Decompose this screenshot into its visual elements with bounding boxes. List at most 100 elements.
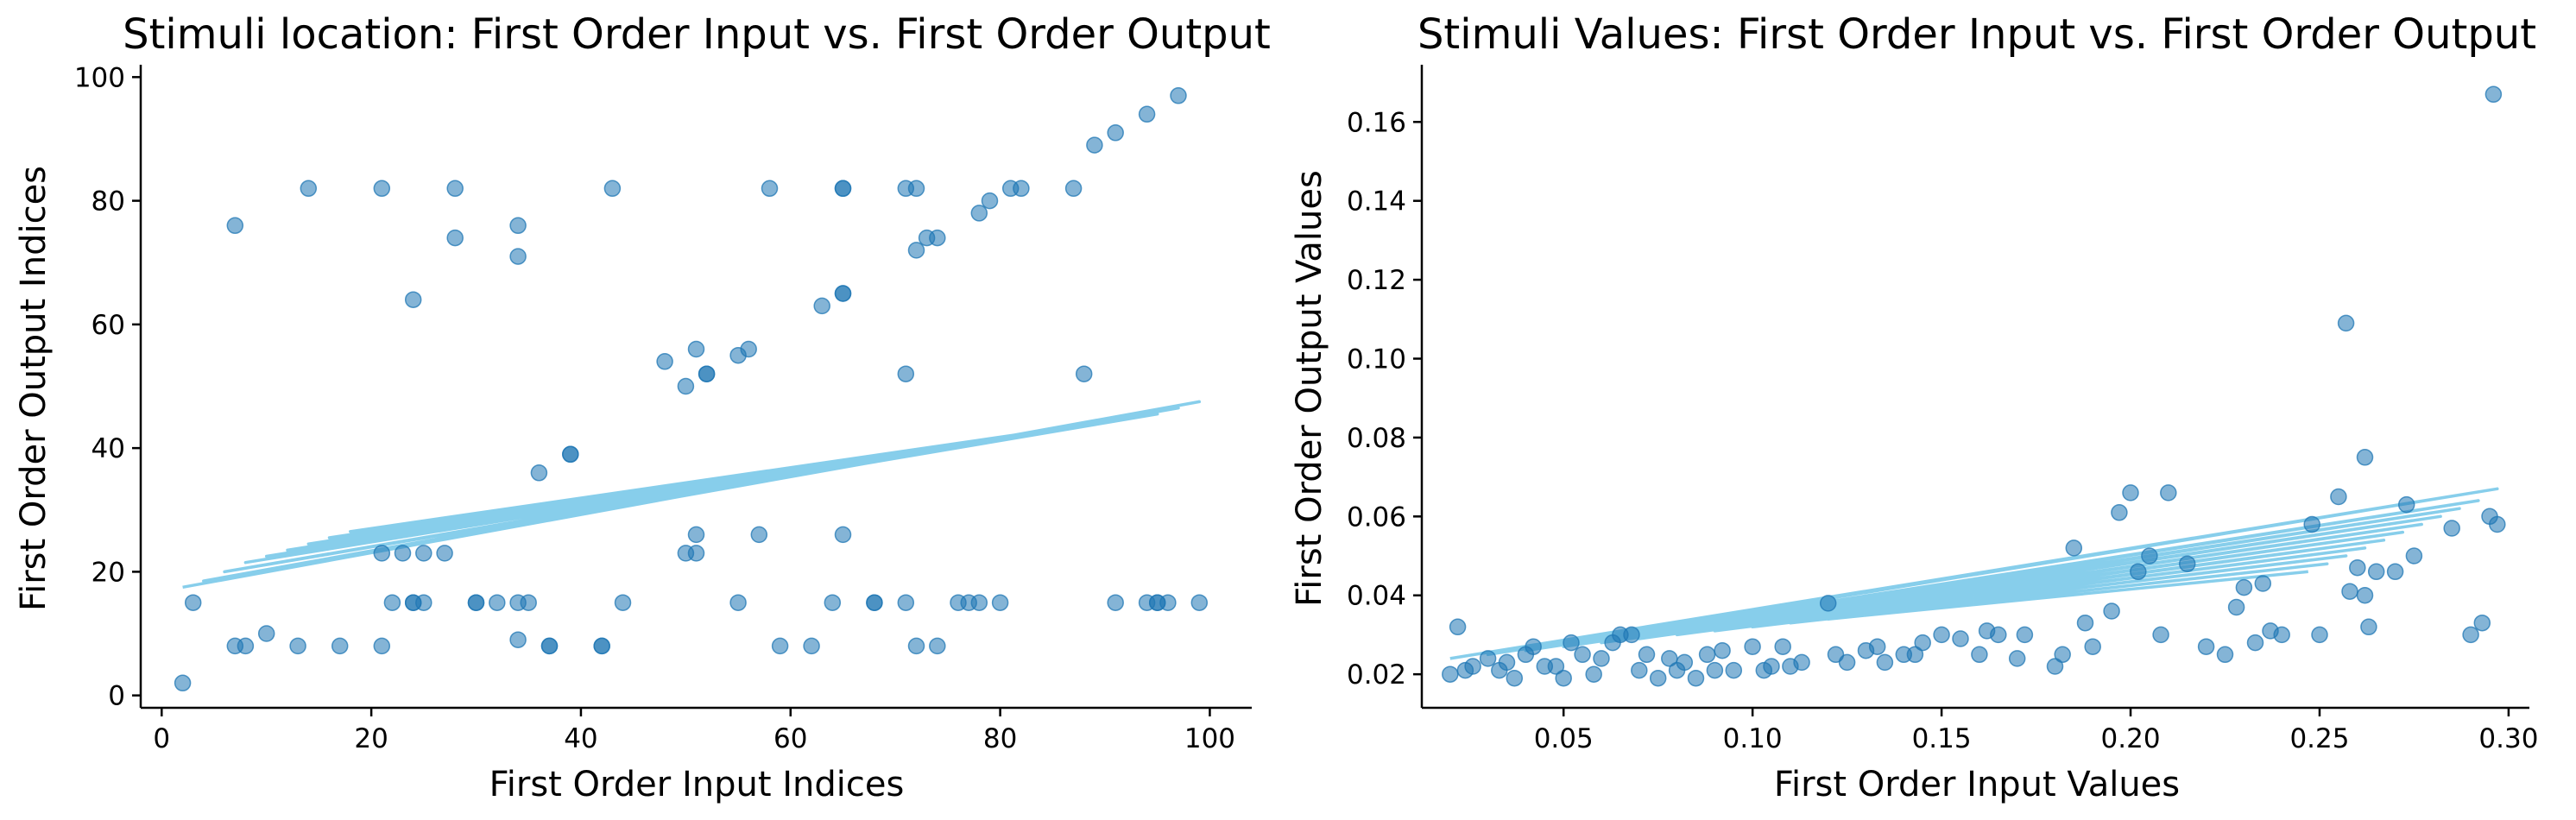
scatter-point	[2349, 558, 2366, 577]
y-tick-label: 40	[92, 433, 125, 464]
scatter-point	[2178, 555, 2196, 572]
scatter-point	[1574, 646, 1591, 664]
scatter-points	[1442, 85, 2506, 687]
x-tick-label: 0.10	[1723, 723, 1783, 754]
scatter-point	[404, 594, 422, 611]
scatter-point	[834, 526, 852, 544]
scatter-point	[1990, 626, 2007, 644]
y-tick-label: 0.02	[1347, 659, 1406, 691]
scatter-point	[750, 526, 768, 544]
scatter-point	[2254, 575, 2272, 592]
scatter-point	[1952, 630, 1969, 647]
scatter-point	[677, 377, 695, 395]
y-tick-label: 0.12	[1347, 265, 1406, 296]
scatter-point	[373, 545, 391, 562]
scatter-point	[446, 229, 464, 247]
scatter-point	[897, 594, 915, 611]
scatter-point	[1933, 626, 1950, 644]
scatter-point	[687, 526, 705, 544]
scatter-point	[2397, 495, 2415, 514]
scatter-point	[226, 217, 244, 235]
scatter-point	[1774, 638, 1791, 655]
scatter-point	[2273, 626, 2290, 644]
scatter-point	[1464, 658, 1481, 675]
scatter-point	[2111, 504, 2128, 521]
scatter-point	[2337, 314, 2355, 332]
scatter-point	[1170, 87, 1187, 104]
scatter-point	[509, 248, 527, 265]
scatter-point	[1914, 634, 1931, 652]
x-tick-label: 0.05	[1534, 723, 1594, 754]
scatter-point	[373, 637, 391, 655]
fit-curve	[1449, 487, 2499, 660]
scatter-point	[331, 637, 349, 655]
x-tick-label: 0.30	[2478, 723, 2538, 754]
y-tick-label: 0	[108, 681, 125, 712]
scatter-point	[603, 180, 622, 198]
scatter-point	[2152, 626, 2169, 644]
y-tick-label: 0.04	[1347, 581, 1406, 612]
scatter-point	[2235, 578, 2253, 596]
x-tick-label: 0	[153, 723, 170, 754]
scatter-point	[1190, 594, 1209, 611]
scatter-point	[174, 674, 192, 692]
scatter-point	[2227, 598, 2245, 616]
scatter-point	[761, 180, 779, 198]
scatter-point	[991, 594, 1009, 611]
scatter-point	[729, 594, 747, 611]
scatter-point	[2303, 515, 2320, 533]
axes: 0.05 0.10 0.15 0.20 0.25 0.30 0.02 0.04 0.06 0.08…	[1347, 65, 2538, 754]
scatter-point	[2484, 85, 2503, 104]
chart-title: Stimuli Values: First Order Input vs. Fi…	[1417, 10, 2536, 59]
scatter-point	[1698, 646, 1716, 664]
scatter-point	[593, 637, 610, 655]
scatter-point	[907, 180, 925, 198]
x-tick-label: 40	[564, 723, 597, 754]
x-tick-label: 60	[773, 723, 807, 754]
axes: 0 20 40 60 80 100 0 20 40 60 80 100	[74, 62, 1252, 754]
scatter-point	[2405, 547, 2423, 565]
chart-title: Stimuli location: First Order Input vs. …	[123, 10, 1271, 59]
scatter-point	[509, 217, 527, 235]
scatter-point	[740, 340, 757, 358]
scatter-point	[1827, 646, 1845, 664]
scatter-point	[2103, 602, 2120, 620]
scatter-point	[1593, 650, 1610, 667]
scatter-point	[394, 545, 412, 562]
scatter-point	[2216, 646, 2234, 664]
scatter-point	[1107, 124, 1124, 142]
scatter-point	[687, 340, 705, 358]
scatter-point	[698, 365, 716, 382]
scatter-point	[1744, 638, 1761, 655]
scatter-point	[1706, 661, 1724, 679]
y-tick-label: 0.08	[1347, 423, 1406, 454]
scatter-point	[2046, 658, 2064, 675]
x-tick-label: 100	[1184, 723, 1235, 754]
scatter-point	[184, 594, 202, 611]
scatter-point	[2008, 650, 2026, 667]
scatter-point	[1763, 658, 1780, 675]
scatter-point	[1868, 638, 1886, 655]
scatter-point	[489, 594, 506, 611]
scatter-point	[1138, 105, 1156, 123]
fit-curve-group	[1449, 487, 2499, 660]
scatter-point	[2330, 488, 2347, 506]
y-tick-label: 0.10	[1347, 344, 1406, 375]
scatter-point	[562, 445, 579, 464]
scatter-point	[687, 545, 705, 562]
scatter-point	[929, 637, 946, 655]
scatter-point	[1838, 653, 1856, 672]
scatter-point	[1547, 658, 1565, 675]
scatter-point	[300, 180, 318, 198]
scatter-point	[2160, 484, 2177, 501]
scatter-point	[2311, 626, 2328, 644]
scatter-point	[1971, 646, 1988, 664]
scatter-point	[656, 353, 673, 370]
scatter-point	[257, 625, 275, 642]
scatter-point	[2076, 614, 2094, 632]
scatter-point	[970, 205, 988, 222]
scatter-point	[1906, 646, 1924, 664]
scatter-point	[1525, 638, 1542, 655]
scatter-point	[2473, 614, 2491, 632]
scatter-point	[1638, 646, 1656, 664]
